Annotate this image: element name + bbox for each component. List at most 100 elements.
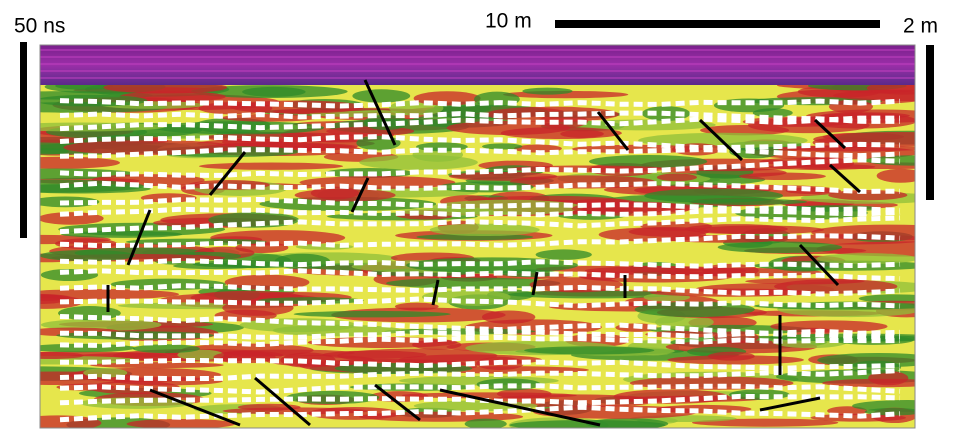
horizon [59, 334, 900, 348]
reflector [177, 349, 224, 361]
reflector [464, 418, 507, 428]
radargram-frame [39, 44, 916, 429]
reflector [822, 378, 915, 388]
reflector [828, 189, 908, 201]
reflector [40, 289, 180, 300]
reflector [816, 253, 915, 265]
reflector [586, 418, 669, 428]
reflector [509, 175, 656, 189]
horizon [59, 328, 901, 340]
horizon [59, 368, 901, 382]
reflector [481, 310, 536, 324]
horizon [59, 157, 901, 178]
reflector [199, 162, 344, 170]
fault-line [698, 118, 744, 162]
reflector [524, 346, 655, 355]
fault-line [759, 396, 821, 412]
reflector [242, 86, 306, 97]
reflector [876, 168, 915, 183]
fault-line [254, 376, 311, 427]
reflector [691, 418, 839, 427]
horizon [59, 383, 901, 395]
horizon [59, 110, 901, 124]
reflector [40, 148, 69, 155]
reflector [352, 89, 411, 103]
horizon [59, 98, 901, 109]
reflector [398, 354, 543, 366]
reflector [386, 277, 561, 289]
reflector [394, 302, 439, 311]
reflector [294, 188, 396, 202]
horizon [59, 404, 901, 423]
fault-line [431, 279, 440, 306]
reflector [295, 243, 354, 250]
reflector [508, 290, 678, 299]
reflector [656, 173, 698, 182]
reflector [522, 87, 573, 95]
reflector [707, 351, 755, 361]
reflector [40, 156, 120, 169]
horizon [59, 257, 901, 269]
depth-scale-label: 2 m [903, 15, 938, 38]
reflector [293, 310, 451, 318]
fault-line [531, 271, 539, 296]
horizon [59, 206, 901, 218]
reflector [500, 127, 622, 140]
reflector [110, 278, 226, 291]
time-scale-bar [20, 42, 27, 238]
horizon [59, 180, 901, 194]
horizon [59, 296, 901, 309]
horizon [59, 115, 900, 132]
depth-scale-bar [926, 45, 934, 200]
horizon [59, 233, 901, 249]
horizon [59, 357, 901, 371]
fault-line [828, 163, 862, 194]
fault-line [149, 388, 241, 427]
reflector [571, 201, 692, 216]
fault-line [208, 151, 247, 196]
reflector [299, 176, 456, 189]
fault-line [798, 243, 840, 287]
horizontal-scale-bar [555, 20, 880, 28]
fault-line [813, 118, 847, 150]
horizon [59, 283, 901, 297]
reflector [535, 249, 592, 260]
reflector [739, 172, 826, 180]
horizon [59, 196, 901, 213]
time-scale-label: 50 ns [14, 15, 65, 38]
reflector [429, 223, 540, 237]
reflector [40, 294, 83, 309]
reflector [406, 257, 579, 274]
reflector [688, 198, 808, 205]
horizon [59, 147, 901, 159]
horizontal-scale-label: 10 m [485, 10, 532, 33]
radargram [40, 45, 915, 428]
reflector [431, 199, 584, 215]
reflector [40, 249, 136, 262]
reflector [40, 212, 104, 225]
reflector [482, 143, 523, 150]
reflector [508, 165, 669, 173]
reflector [40, 351, 84, 359]
reflector [119, 91, 226, 102]
reflector [40, 196, 100, 208]
fault-line [374, 383, 421, 422]
horizon [59, 134, 901, 151]
fault-line [350, 177, 370, 213]
fault-line [596, 111, 630, 151]
reflector [132, 344, 200, 354]
reflector [858, 294, 915, 303]
reflector [224, 274, 310, 290]
reflector [770, 320, 888, 333]
reflector [40, 415, 102, 428]
direct-wave-band [40, 45, 915, 85]
fault-line [126, 209, 152, 266]
reflector [280, 352, 336, 368]
horizon [59, 215, 901, 235]
reflector [684, 224, 788, 234]
fault-line [363, 79, 397, 146]
reflector [40, 268, 99, 282]
reflector [113, 377, 223, 386]
